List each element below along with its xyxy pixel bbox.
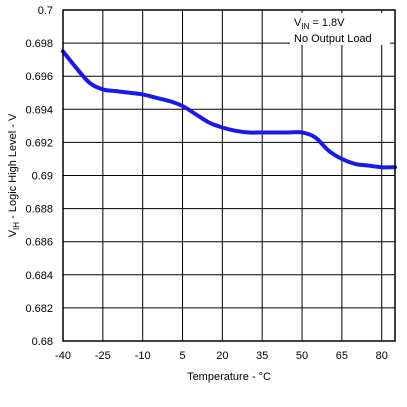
x-axis-label: Temperature - °C xyxy=(187,371,271,383)
y-tick-label: 0.696 xyxy=(25,71,53,83)
y-axis-label-text: - Logic High Level - V xyxy=(7,113,19,222)
y-tick-labels: 0.68 0.682 0.684 0.686 0.688 0.69 0.692 0.694 0.… xyxy=(25,5,53,348)
annotation-vin-symbol: V xyxy=(294,17,302,29)
series-line xyxy=(61,49,397,170)
annotation-line-2: No Output Load xyxy=(294,33,372,45)
y-tick-label: 0.69 xyxy=(32,171,53,183)
y-tick-label: 0.698 xyxy=(25,38,53,50)
x-tick-label: 35 xyxy=(256,350,268,362)
annotation-vin-subscript: IN xyxy=(301,22,309,31)
y-tick-label: 0.688 xyxy=(25,204,53,216)
annotation-background xyxy=(290,13,390,45)
y-tick-label: 0.682 xyxy=(25,303,53,315)
x-tick-label: 5 xyxy=(179,350,185,362)
grid-lines xyxy=(63,10,395,341)
y-tick-label: 0.692 xyxy=(25,137,53,149)
x-tick-label: -10 xyxy=(135,350,151,362)
annotation-line-1: VIN = 1.8V xyxy=(294,17,345,31)
y-tick-label: 0.694 xyxy=(25,104,53,116)
x-tick-label: 50 xyxy=(296,350,308,362)
y-tick-label: 0.68 xyxy=(32,336,53,348)
x-tick-label: 20 xyxy=(216,350,228,362)
annotation: VIN = 1.8V No Output Load xyxy=(290,13,390,45)
y-axis-label: VIH - Logic High Level - V xyxy=(7,113,21,237)
y-tick-label: 0.7 xyxy=(38,5,53,17)
y-axis-label-subscript: IH xyxy=(12,222,21,230)
x-tick-labels: -40 -25 -10 5 20 35 50 65 80 xyxy=(55,350,388,362)
x-tick-label: 80 xyxy=(376,350,388,362)
x-tick-label: 65 xyxy=(336,350,348,362)
x-tick-label: -25 xyxy=(95,350,111,362)
annotation-vin-value: = 1.8V xyxy=(309,17,345,29)
y-tick-label: 0.686 xyxy=(25,237,53,249)
y-tick-label: 0.684 xyxy=(25,270,53,282)
series-layer xyxy=(61,49,397,170)
plot-area-frame xyxy=(62,9,396,342)
y-axis-label-symbol: V xyxy=(7,229,19,237)
x-tick-label: -40 xyxy=(55,350,71,362)
